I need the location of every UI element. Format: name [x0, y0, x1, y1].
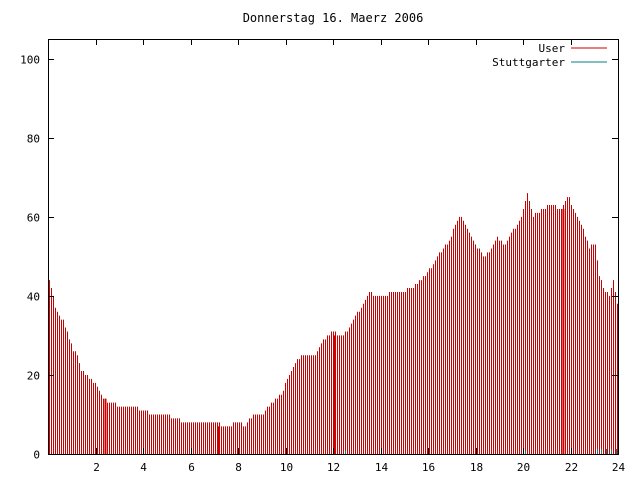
y-tick-label: 80: [27, 133, 40, 146]
x-tick-label: 16: [422, 461, 435, 474]
chart-title: Donnerstag 16. Maerz 2006: [243, 11, 424, 25]
x-tick-label: 8: [235, 461, 242, 474]
x-tick-label: 10: [280, 461, 293, 474]
x-tick-label: 20: [517, 461, 530, 474]
user-bar: [217, 426, 220, 454]
y-tick-label: 40: [27, 291, 40, 304]
legend: User Stuttgarter: [492, 42, 607, 69]
user-bar: [333, 335, 336, 454]
legend-label-user: User: [539, 42, 566, 55]
x-tick-label: 22: [565, 461, 578, 474]
y-tick-label: 60: [27, 212, 40, 225]
x-tick-label: 14: [375, 461, 389, 474]
x-tick-label: 18: [470, 461, 483, 474]
user-bar: [104, 398, 107, 454]
plot-area: [49, 193, 618, 454]
x-tick-label: 24: [612, 461, 626, 474]
user-bar: [562, 208, 565, 454]
legend-label-stuttgarter: Stuttgarter: [492, 56, 565, 69]
y-tick-label: 100: [20, 54, 40, 67]
y-tick-label: 20: [27, 370, 40, 383]
x-tick-label: 2: [93, 461, 100, 474]
x-tick-label: 6: [188, 461, 195, 474]
x-tick-label: 12: [327, 461, 340, 474]
x-tick-label: 4: [140, 461, 147, 474]
y-tick-label: 0: [33, 449, 40, 462]
